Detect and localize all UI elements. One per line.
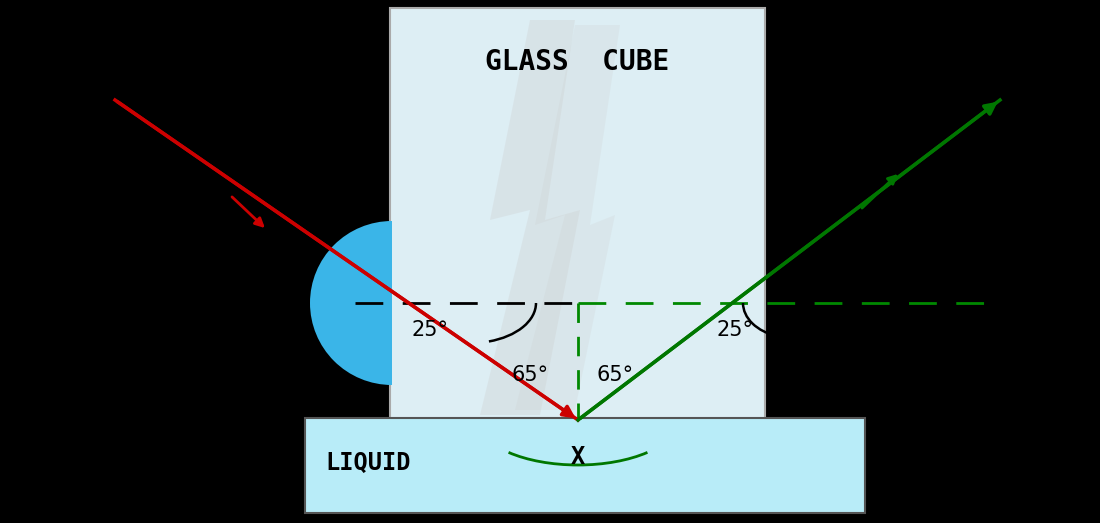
Text: LIQUID: LIQUID (324, 451, 410, 475)
Bar (305, 418, 865, 513)
Text: 65°: 65° (596, 365, 634, 385)
Wedge shape (310, 221, 392, 385)
Text: GLASS  CUBE: GLASS CUBE (485, 48, 669, 76)
Text: 25°: 25° (716, 320, 754, 340)
Text: 25°: 25° (411, 320, 449, 340)
Text: X: X (571, 445, 585, 469)
Polygon shape (480, 20, 580, 415)
Polygon shape (515, 25, 620, 410)
Bar (390, 8, 764, 423)
Text: 65°: 65° (512, 365, 549, 385)
